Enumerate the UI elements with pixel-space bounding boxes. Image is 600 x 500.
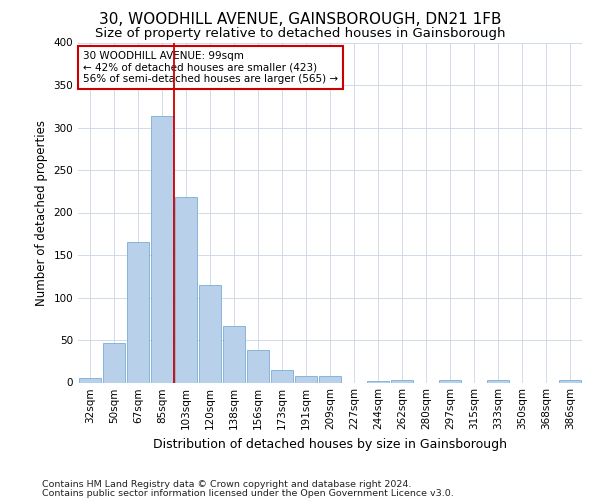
Bar [175,197,197,382]
Bar [247,350,269,382]
Text: Size of property relative to detached houses in Gainsborough: Size of property relative to detached ho… [95,28,505,40]
Bar [559,380,581,382]
Text: Contains HM Land Registry data © Crown copyright and database right 2024.: Contains HM Land Registry data © Crown c… [42,480,412,489]
Bar [319,376,341,382]
Text: Contains public sector information licensed under the Open Government Licence v3: Contains public sector information licen… [42,488,454,498]
Bar [223,326,245,382]
Bar [391,380,413,382]
Text: 30 WOODHILL AVENUE: 99sqm
← 42% of detached houses are smaller (423)
56% of semi: 30 WOODHILL AVENUE: 99sqm ← 42% of detac… [83,51,338,84]
Y-axis label: Number of detached properties: Number of detached properties [35,120,48,306]
Bar [151,116,173,382]
Bar [367,381,389,382]
Bar [439,380,461,382]
Text: 30, WOODHILL AVENUE, GAINSBOROUGH, DN21 1FB: 30, WOODHILL AVENUE, GAINSBOROUGH, DN21 … [99,12,501,28]
Bar [487,380,509,382]
Bar [79,378,101,382]
Bar [103,342,125,382]
Bar [271,370,293,382]
Bar [199,285,221,382]
Bar [127,242,149,382]
X-axis label: Distribution of detached houses by size in Gainsborough: Distribution of detached houses by size … [153,438,507,451]
Bar [295,376,317,382]
